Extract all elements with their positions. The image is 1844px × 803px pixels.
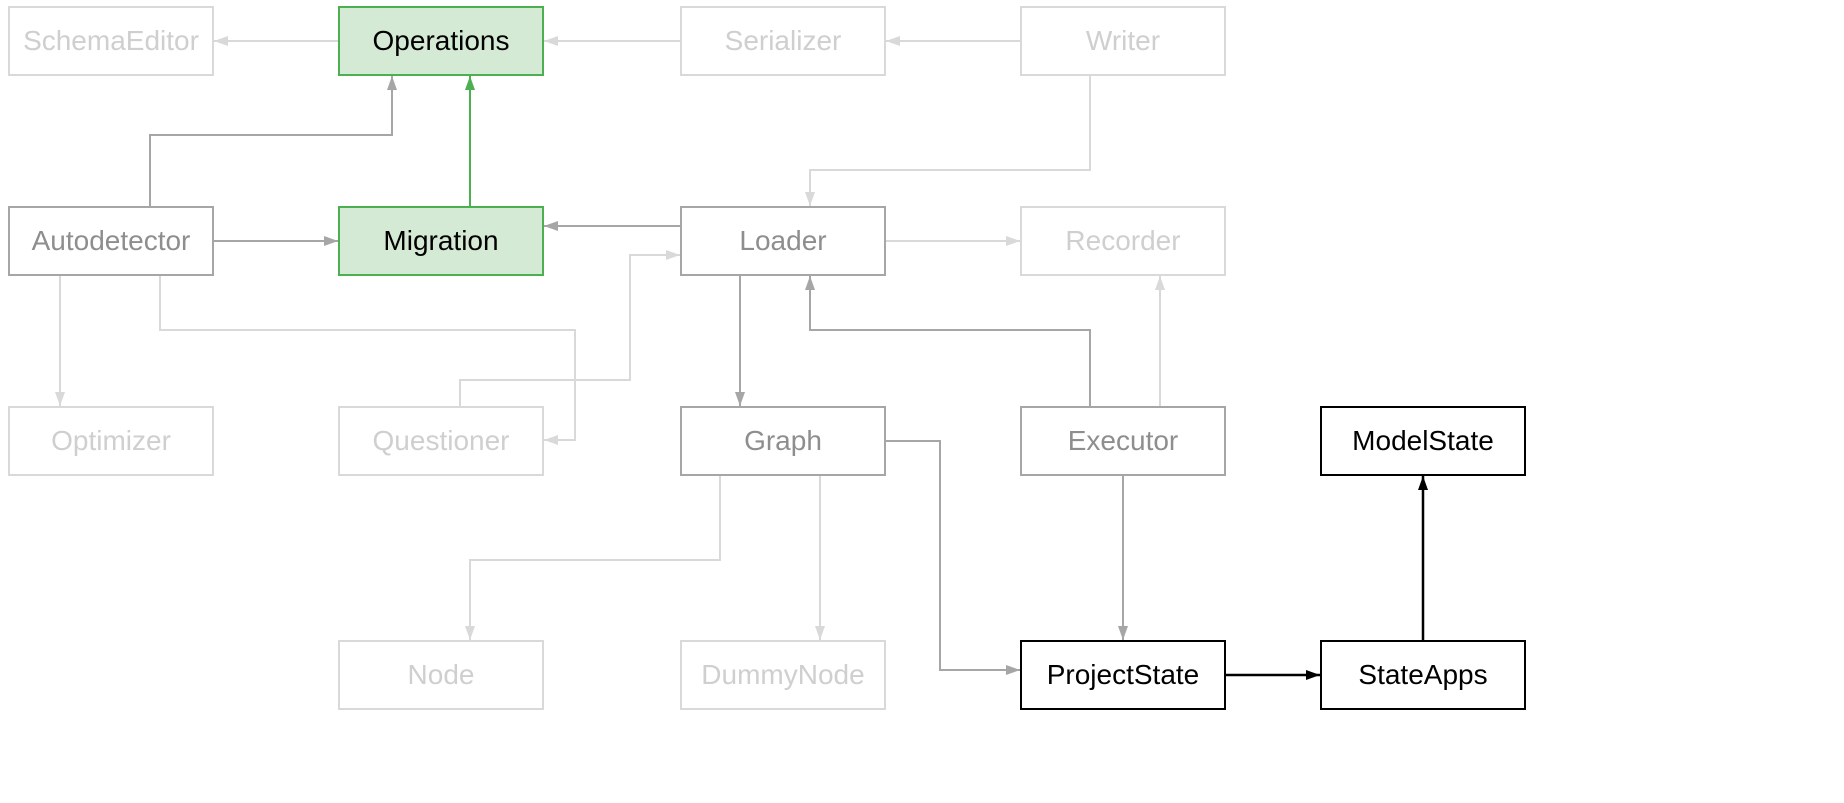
node-recorder: Recorder	[1020, 206, 1226, 276]
edge	[810, 276, 1090, 406]
arrowhead	[805, 192, 815, 206]
node-label: Questioner	[373, 425, 510, 457]
edge	[470, 476, 720, 640]
node-loader: Loader	[680, 206, 886, 276]
arrowhead	[1418, 476, 1428, 490]
arrowhead	[735, 392, 745, 406]
node-label: StateApps	[1358, 659, 1487, 691]
arrowhead	[1006, 665, 1020, 675]
arrowhead	[805, 276, 815, 290]
arrowhead	[1306, 670, 1320, 680]
node-label: Executor	[1068, 425, 1179, 457]
node-writer: Writer	[1020, 6, 1226, 76]
arrowhead	[214, 36, 228, 46]
node-label: Operations	[373, 25, 510, 57]
arrowhead	[815, 626, 825, 640]
node-label: Graph	[744, 425, 822, 457]
edge	[886, 441, 1020, 670]
arrowhead	[465, 626, 475, 640]
node-executor: Executor	[1020, 406, 1226, 476]
node-stateapps: StateApps	[1320, 640, 1526, 710]
arrowhead	[544, 221, 558, 231]
arrowhead	[387, 76, 397, 90]
node-label: ModelState	[1352, 425, 1494, 457]
node-label: Serializer	[725, 25, 842, 57]
node-label: Node	[408, 659, 475, 691]
edge	[150, 76, 392, 206]
arrowhead	[465, 76, 475, 90]
node-label: Optimizer	[51, 425, 171, 457]
arrowhead	[666, 250, 680, 260]
arrowhead	[544, 36, 558, 46]
diagram-stage: SchemaEditor Operations Serializer Writer Au…	[0, 0, 1844, 803]
node-autodetector: Autodetector	[8, 206, 214, 276]
edges-layer	[0, 0, 1844, 803]
node-questioner: Questioner	[338, 406, 544, 476]
node-label: Loader	[739, 225, 826, 257]
arrowhead	[886, 36, 900, 46]
node-node: Node	[338, 640, 544, 710]
node-label: SchemaEditor	[23, 25, 199, 57]
arrowhead	[55, 392, 65, 406]
node-dummynode: DummyNode	[680, 640, 886, 710]
node-schemaeditor: SchemaEditor	[8, 6, 214, 76]
arrowhead	[544, 435, 558, 445]
node-serializer: Serializer	[680, 6, 886, 76]
node-operations: Operations	[338, 6, 544, 76]
node-label: ProjectState	[1047, 659, 1200, 691]
node-migration: Migration	[338, 206, 544, 276]
node-graph: Graph	[680, 406, 886, 476]
node-projectstate: ProjectState	[1020, 640, 1226, 710]
arrowhead	[1118, 626, 1128, 640]
node-label: DummyNode	[701, 659, 864, 691]
arrowhead	[324, 236, 338, 246]
node-modelstate: ModelState	[1320, 406, 1526, 476]
node-label: Writer	[1086, 25, 1160, 57]
node-label: Autodetector	[32, 225, 191, 257]
node-label: Migration	[383, 225, 498, 257]
node-optimizer: Optimizer	[8, 406, 214, 476]
arrowhead	[1155, 276, 1165, 290]
arrowhead	[1006, 236, 1020, 246]
node-label: Recorder	[1065, 225, 1180, 257]
edge	[810, 76, 1090, 206]
edge	[460, 255, 680, 406]
